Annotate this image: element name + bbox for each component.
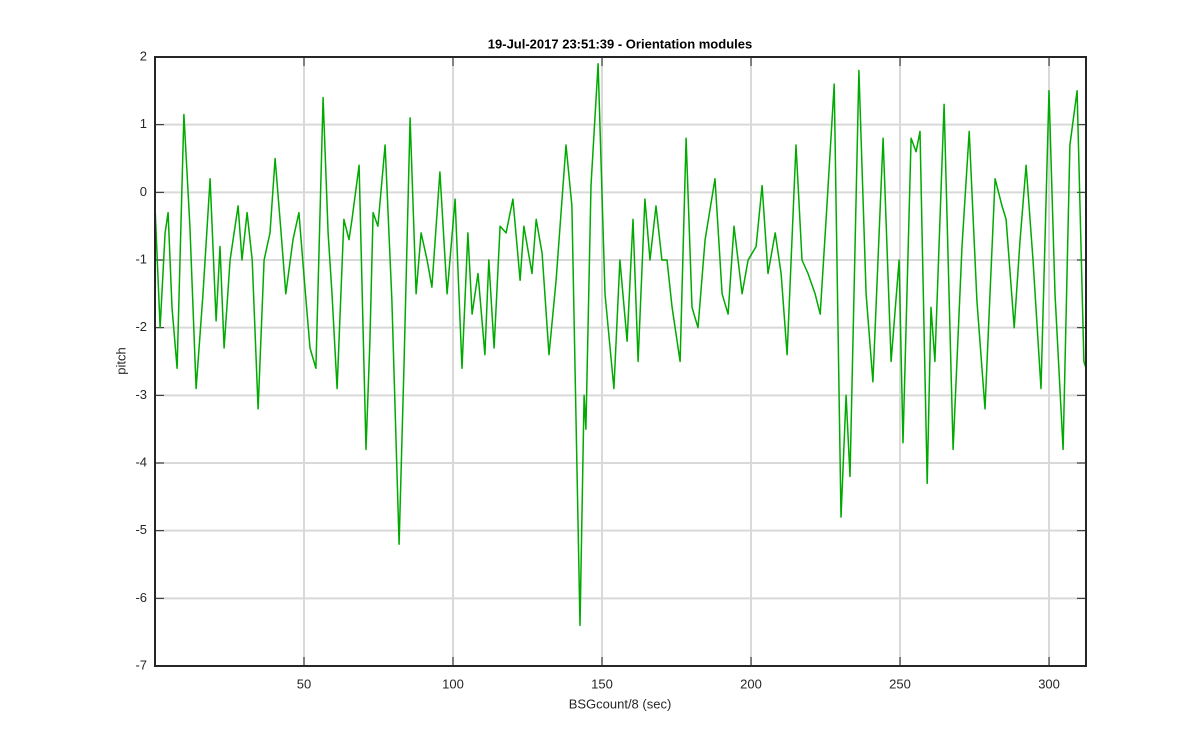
x-tick-label: 50	[297, 676, 311, 691]
x-axis-label: BSGcount/8 (sec)	[569, 696, 672, 711]
y-tick-label: -7	[135, 657, 147, 672]
plot-area	[155, 57, 1086, 666]
y-tick-label: 1	[140, 116, 147, 131]
y-tick-label: -3	[135, 387, 147, 402]
x-tick-label: 200	[740, 676, 762, 691]
y-tick-label: -5	[135, 522, 147, 537]
x-tick-label: 150	[591, 676, 613, 691]
axes-frame	[154, 56, 1087, 667]
y-tick-label: -1	[135, 251, 147, 266]
y-axis-label: pitch	[113, 347, 128, 374]
y-tick-label: -2	[135, 319, 147, 334]
y-tick-label: -6	[135, 590, 147, 605]
x-tick-label: 250	[889, 676, 911, 691]
data-line	[154, 63, 1087, 627]
y-tick-label: 0	[140, 184, 147, 199]
x-tick-label: 300	[1038, 676, 1060, 691]
y-tick-label: 2	[140, 48, 147, 63]
y-tick-label: -4	[135, 454, 147, 469]
x-tick-label: 100	[442, 676, 464, 691]
chart-title: 19-Jul-2017 23:51:39 - Orientation modul…	[488, 36, 752, 51]
